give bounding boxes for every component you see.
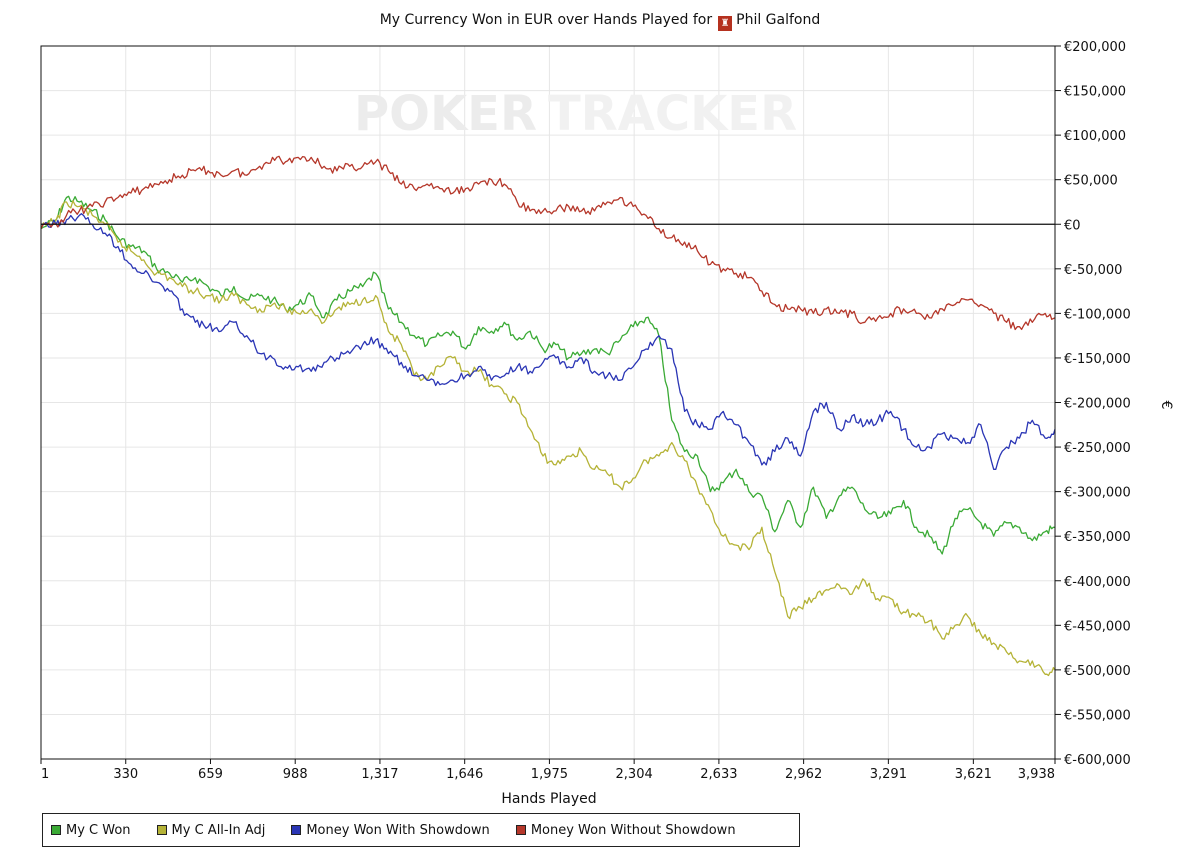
legend-label: My C Won xyxy=(66,822,131,838)
watermark-right: TRACKER xyxy=(548,86,797,142)
series-line xyxy=(40,200,1056,677)
legend-swatch xyxy=(291,825,302,835)
legend-swatch xyxy=(515,825,526,835)
x-tick-label: 1,317 xyxy=(361,767,398,782)
y-tick-label: €-500,000 xyxy=(1064,664,1131,679)
x-tick-label: 330 xyxy=(113,767,138,782)
y-tick-label: €-600,000 xyxy=(1064,753,1131,768)
legend-item-with-showdown[interactable]: Money Won With Showdown xyxy=(291,822,490,838)
x-axis-label: Hands Played xyxy=(501,791,596,807)
pokertracker-watermark: POKER TRACKER xyxy=(354,86,797,142)
x-tick-label: 2,304 xyxy=(616,767,653,782)
y-axis-ticks: €200,000 €150,000 €100,000 €50,000 €0 €-50,00… xyxy=(1055,40,1131,768)
y-tick-label: €100,000 xyxy=(1064,129,1126,144)
y-tick-label: €-150,000 xyxy=(1064,352,1131,367)
x-tick-label: 988 xyxy=(283,767,308,782)
x-tick-label: 2,633 xyxy=(700,767,737,782)
y-tick-label: €-550,000 xyxy=(1064,708,1131,723)
y-tick-label: €-450,000 xyxy=(1064,619,1131,634)
legend-label: Money Won With Showdown xyxy=(306,822,490,838)
y-tick-label: €-350,000 xyxy=(1064,530,1131,545)
legend-item-my-c-won[interactable]: My C Won xyxy=(51,823,131,838)
x-tick-label: 1 xyxy=(41,767,49,782)
series-lines xyxy=(40,155,1056,677)
y-tick-label: €0 xyxy=(1064,218,1081,233)
chart-title: My Currency Won in EUR over Hands Played… xyxy=(0,12,1200,31)
y-tick-label: €150,000 xyxy=(1064,85,1126,100)
chart-title-text: My Currency Won in EUR over Hands Played… xyxy=(379,12,713,28)
player-name: Phil Galfond xyxy=(736,12,821,28)
y-tick-label: €200,000 xyxy=(1064,40,1126,55)
x-axis-ticks: 1 330 659 988 1,317 1,646 1,975 2,304 2,633 2,962… xyxy=(40,759,1056,782)
legend-swatch xyxy=(156,825,167,835)
series-line xyxy=(40,155,1056,331)
series-line xyxy=(40,213,1056,470)
y-tick-label: €-250,000 xyxy=(1064,441,1131,456)
legend-label: Money Won Without Showdown xyxy=(530,822,736,838)
legend-item-all-in-adj[interactable]: My C All-In Adj xyxy=(156,822,266,838)
x-tick-label: 1,975 xyxy=(531,767,568,782)
watermark-left: POKER xyxy=(354,86,537,142)
y-tick-label: €-100,000 xyxy=(1064,307,1131,322)
y-tick-label: €50,000 xyxy=(1064,174,1118,189)
y-axis-label: € xyxy=(1158,401,1174,410)
x-tick-label: 2,962 xyxy=(785,767,822,782)
chart-legend: My C Won My C All-In Adj Money Won With … xyxy=(42,813,800,847)
y-tick-label: €-300,000 xyxy=(1064,486,1131,501)
x-tick-label: 1,646 xyxy=(446,767,483,782)
y-tick-label: €-50,000 xyxy=(1064,263,1122,278)
x-tick-label: 3,621 xyxy=(955,767,992,782)
x-tick-label: 3,938 xyxy=(1018,767,1055,782)
legend-item-without-showdown[interactable]: Money Won Without Showdown xyxy=(515,822,736,838)
x-tick-label: 659 xyxy=(198,767,223,782)
legend-swatch xyxy=(51,825,61,835)
chess-rook-icon: ♜ xyxy=(718,16,733,31)
legend-label: My C All-In Adj xyxy=(171,822,266,838)
grid-lines xyxy=(40,45,1056,760)
y-tick-label: €-400,000 xyxy=(1064,575,1131,590)
y-tick-label: €-200,000 xyxy=(1064,397,1131,412)
x-tick-label: 3,291 xyxy=(870,767,907,782)
series-line xyxy=(40,195,1055,555)
